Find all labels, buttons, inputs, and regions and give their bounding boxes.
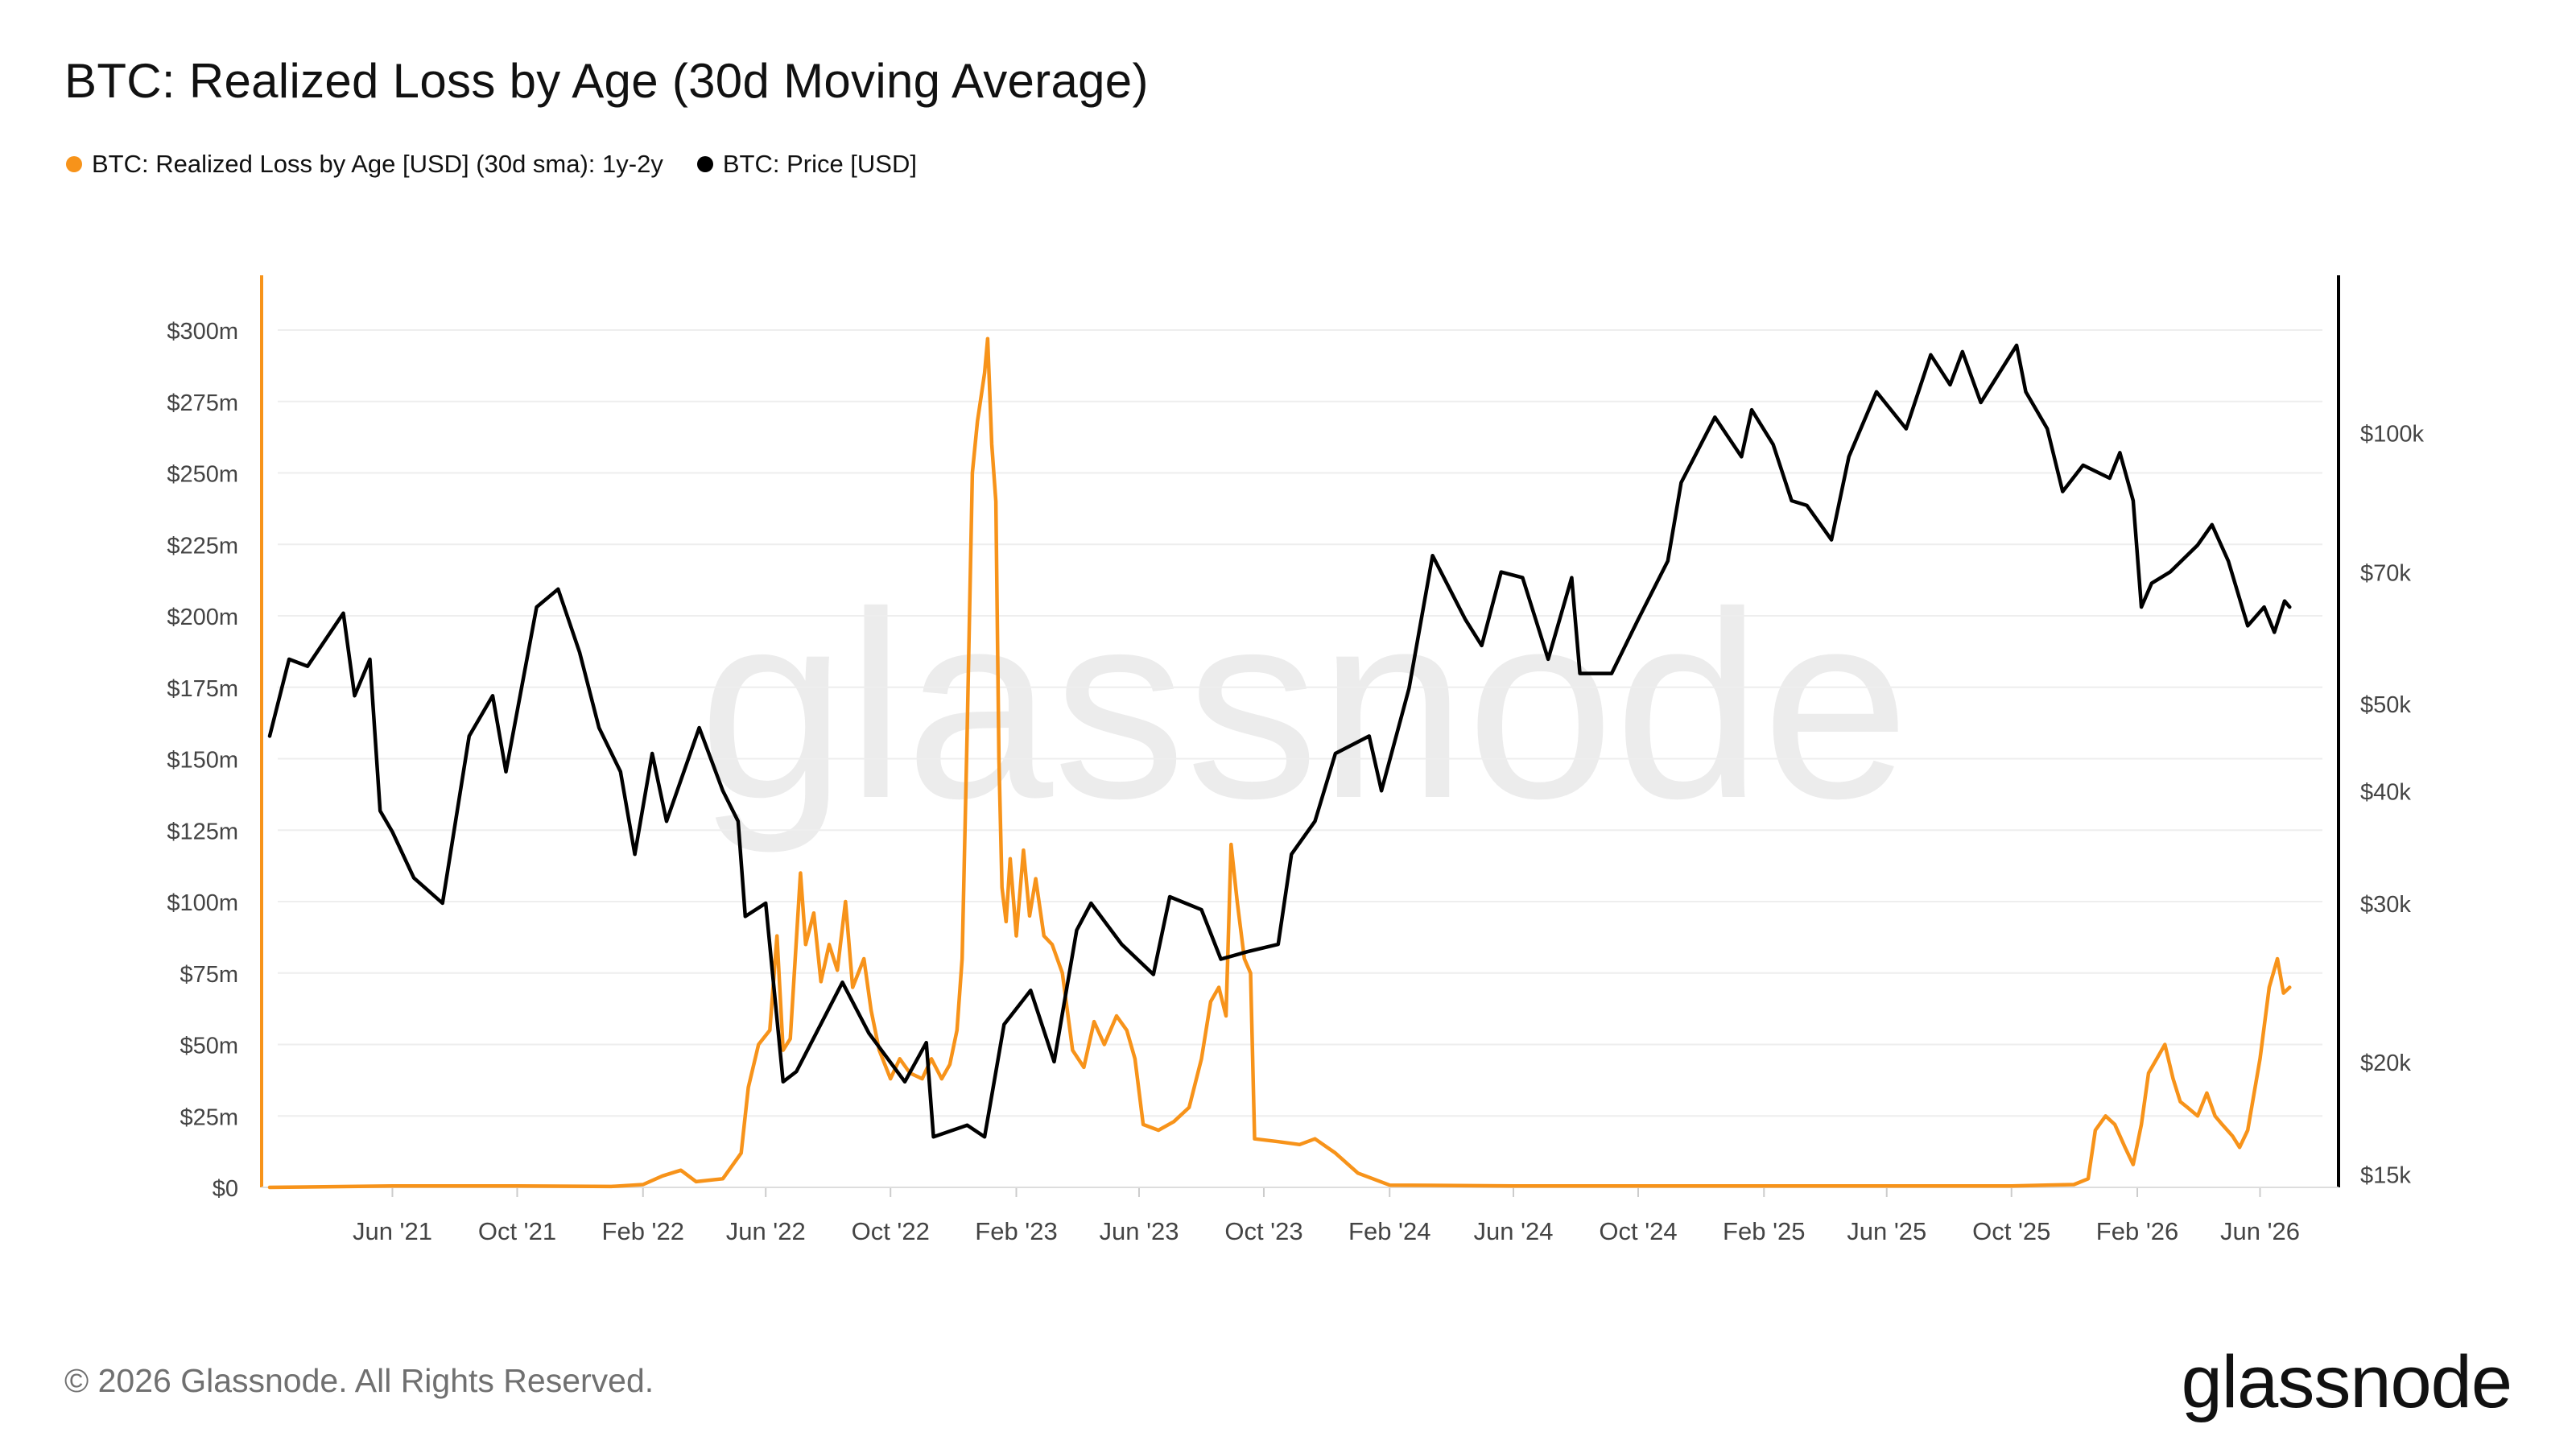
footer-copyright: © 2026 Glassnode. All Rights Reserved. <box>64 1362 654 1399</box>
legend-label-price: BTC: Price [USD] <box>722 150 917 178</box>
x-tick-label: Jun '25 <box>1847 1217 1926 1245</box>
y-left-tick-label: $125m <box>167 819 238 844</box>
x-tick-label: Jun '23 <box>1099 1217 1179 1245</box>
x-tick-label: Oct '23 <box>1224 1217 1302 1245</box>
x-tick-label: Oct '22 <box>852 1217 930 1245</box>
chart-title: BTC: Realized Loss by Age (30d Moving Av… <box>64 54 1149 108</box>
y-left-tick-label: $175m <box>167 676 238 702</box>
legend-dot-black <box>696 156 713 172</box>
y-left-tick-label: $200m <box>167 605 238 630</box>
x-tick-label: Feb '23 <box>975 1217 1057 1245</box>
y-left-tick-label: $250m <box>167 462 238 488</box>
y-left-tick-label: $50m <box>180 1034 238 1059</box>
x-tick-label: Feb '24 <box>1348 1217 1430 1245</box>
glassnode-logo: glassnode <box>2181 1341 2512 1423</box>
grid-lines <box>278 329 2322 1188</box>
legend-item-realized-loss[interactable]: BTC: Realized Loss by Age [USD] (30d sma… <box>66 150 663 179</box>
y-right-tick-label: $70k <box>2360 561 2411 587</box>
x-tick-label: Jun '22 <box>726 1217 806 1245</box>
watermark: glassnode <box>699 556 1910 855</box>
y-right-tick-label: $40k <box>2360 779 2411 805</box>
y-left-tick-label: $150m <box>167 748 238 774</box>
legend-label-realized-loss: BTC: Realized Loss by Age [USD] (30d sma… <box>92 150 663 178</box>
x-tick-label: Oct '24 <box>1599 1217 1677 1245</box>
y-right-tick-label: $20k <box>2360 1051 2411 1076</box>
axes: $0 $25m $50m $75m $100m $125m $150m $175m $200m $… <box>167 275 2425 1245</box>
legend: BTC: Realized Loss by Age [USD] (30d sma… <box>66 150 951 179</box>
y-right-tick-label: $100k <box>2360 421 2425 447</box>
series-line-realized-loss[interactable] <box>267 336 2292 1190</box>
x-tick-label: Feb '26 <box>2096 1217 2178 1245</box>
y-right-tick-label: $15k <box>2360 1163 2411 1189</box>
x-tick-label: Oct '21 <box>478 1217 556 1245</box>
y-left-tick-label: $25m <box>180 1104 238 1130</box>
y-left-tick-label: $300m <box>167 319 238 345</box>
x-tick-label: Feb '25 <box>1723 1217 1805 1245</box>
y-left-tick-label: $225m <box>167 533 238 559</box>
legend-dot-orange <box>66 156 82 172</box>
y-right-tick-label: $50k <box>2360 692 2411 718</box>
y-left-tick-label: $75m <box>180 962 238 988</box>
y-left-tick-label: $100m <box>167 890 238 916</box>
x-tick-label: Jun '24 <box>1473 1217 1553 1245</box>
y-right-tick-label: $30k <box>2360 892 2411 918</box>
legend-item-price[interactable]: BTC: Price [USD] <box>696 150 917 179</box>
x-tick-label: Feb '22 <box>602 1217 684 1245</box>
y-left-tick-label: $0 <box>213 1176 238 1202</box>
x-tick-label: Oct '25 <box>1972 1217 2050 1245</box>
x-tick-label: Jun '21 <box>353 1217 432 1245</box>
y-left-tick-label: $275m <box>167 390 238 416</box>
series-line-price[interactable] <box>267 343 2292 1139</box>
x-tick-label: Jun '26 <box>2220 1217 2300 1245</box>
series-lines <box>267 336 2292 1190</box>
